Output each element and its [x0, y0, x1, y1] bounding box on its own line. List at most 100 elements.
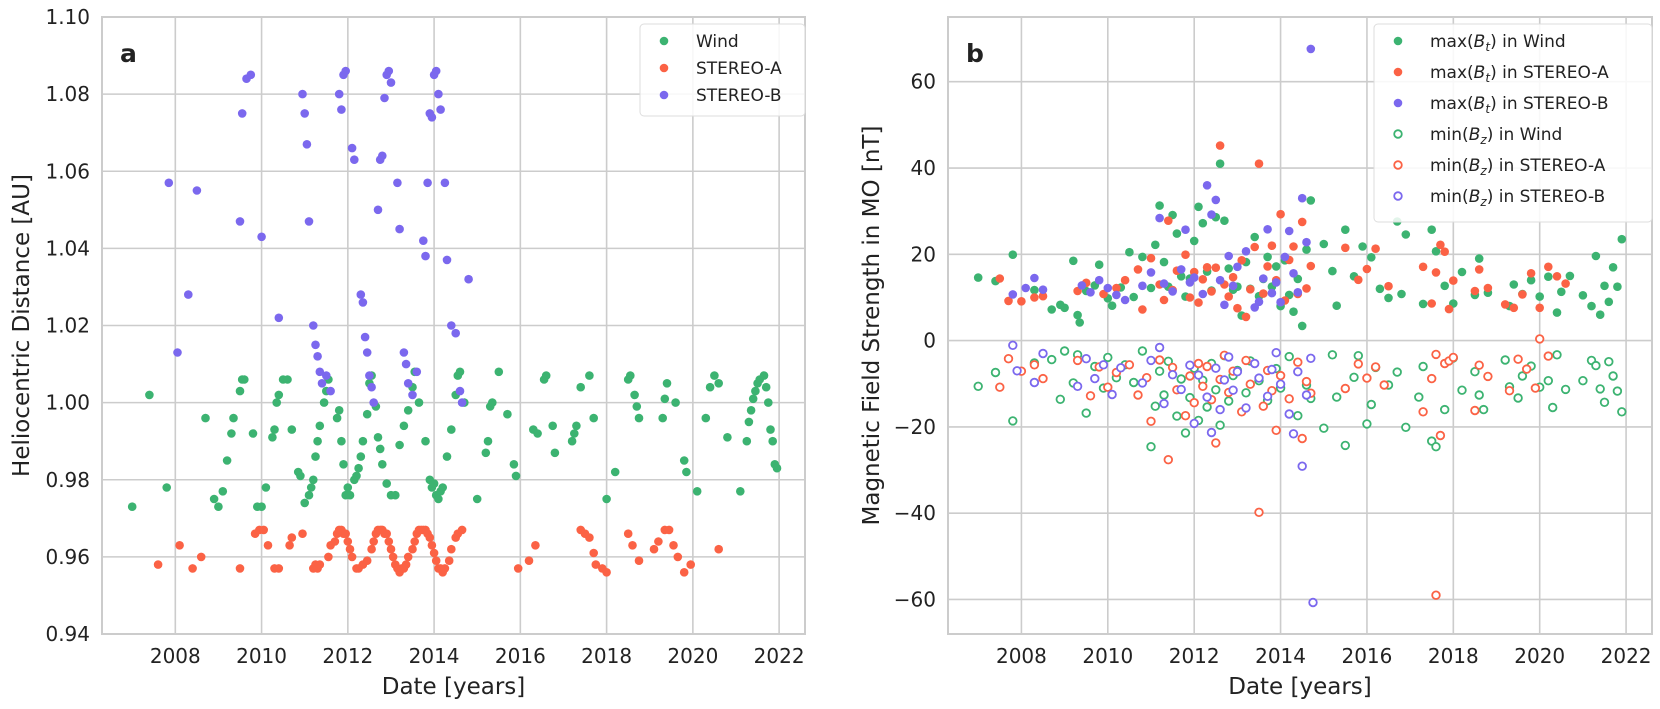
data-point	[343, 483, 353, 492]
data-point	[632, 402, 642, 411]
data-point	[714, 379, 723, 388]
data-point	[1431, 349, 1441, 360]
data-point	[679, 568, 689, 577]
data-point	[1297, 461, 1307, 471]
data-point	[682, 467, 691, 477]
data-point	[1297, 321, 1307, 331]
data-point	[1137, 346, 1148, 356]
legend-item-stereo-a: STEREO-A	[659, 59, 782, 79]
data-point	[369, 537, 379, 546]
data-point	[1504, 386, 1515, 396]
data-point	[531, 541, 540, 550]
data-point	[1500, 300, 1510, 309]
data-point	[347, 552, 357, 562]
data-point	[367, 544, 376, 554]
data-point	[1327, 350, 1338, 360]
data-point	[1470, 286, 1480, 296]
data-point	[1595, 384, 1605, 394]
data-point	[589, 413, 598, 423]
data-point	[401, 359, 411, 369]
data-point	[1561, 279, 1570, 288]
data-point	[736, 487, 745, 496]
data-point	[1362, 419, 1372, 429]
data-point	[1509, 303, 1519, 313]
data-point	[1591, 360, 1601, 371]
data-point	[259, 525, 269, 535]
data-point	[1418, 262, 1428, 272]
data-point	[367, 382, 376, 392]
data-point	[347, 143, 357, 153]
data-point	[1055, 394, 1065, 404]
data-point	[1159, 295, 1169, 305]
data-point	[401, 560, 411, 569]
data-point	[358, 436, 368, 446]
data-point	[427, 541, 437, 550]
data-point	[1534, 334, 1545, 344]
data-point	[1081, 408, 1091, 418]
data-point	[1276, 209, 1285, 219]
data-point	[1151, 240, 1160, 250]
data-point	[744, 417, 754, 427]
data-point	[272, 398, 282, 407]
data-point	[742, 436, 752, 446]
data-point	[309, 475, 318, 485]
data-point	[509, 460, 519, 469]
data-point	[1332, 301, 1341, 311]
data-point	[358, 298, 368, 307]
x-tick-label: 2022	[754, 644, 805, 668]
data-point	[1513, 393, 1523, 403]
data-point	[679, 456, 689, 465]
legend-marker	[659, 63, 669, 73]
data-point	[1379, 380, 1389, 390]
data-point	[1215, 275, 1225, 285]
data-point	[403, 406, 413, 415]
series-stereo-a	[153, 525, 723, 577]
data-point	[440, 178, 450, 188]
data-point	[334, 406, 344, 415]
data-point	[153, 560, 163, 569]
data-point	[1306, 353, 1316, 363]
data-point	[444, 556, 454, 565]
data-point	[701, 413, 711, 423]
data-point	[1293, 288, 1303, 297]
y-tick-label: 0	[923, 329, 936, 353]
data-point	[302, 140, 312, 149]
data-point	[311, 452, 320, 461]
data-point	[296, 471, 305, 481]
data-point	[345, 544, 355, 554]
y-axis-label: Heliocentric Distance [AU]	[9, 174, 35, 477]
data-point	[1474, 360, 1484, 370]
data-point	[337, 105, 346, 114]
data-point	[1509, 280, 1519, 289]
data-point	[1211, 438, 1221, 448]
y-tick-label: 0.98	[45, 468, 90, 492]
data-point	[1449, 276, 1458, 285]
data-point	[341, 66, 351, 76]
data-point	[1060, 303, 1069, 313]
data-point	[1474, 390, 1484, 400]
data-point	[623, 529, 633, 538]
data-point	[326, 386, 335, 396]
data-point	[1483, 371, 1493, 382]
data-point	[1129, 292, 1138, 302]
data-point	[628, 541, 637, 550]
data-point	[375, 444, 385, 454]
data-point	[1137, 378, 1148, 388]
data-point	[714, 544, 723, 554]
data-point	[1271, 278, 1281, 287]
data-point	[434, 494, 443, 504]
data-point	[227, 429, 236, 438]
data-point	[1552, 308, 1562, 317]
data-point	[1349, 372, 1359, 382]
data-point	[1193, 358, 1204, 369]
panel-a-scatter-heliocentric-distance: 2008 2010 2012 2014 2016 2018 2020 2022 0.94 0.96…	[9, 5, 806, 700]
data-point	[360, 332, 370, 342]
data-point	[408, 544, 417, 554]
data-point	[1146, 253, 1156, 263]
y-tick-label: 1.04	[45, 236, 90, 260]
data-point	[1263, 252, 1272, 262]
data-point	[1077, 281, 1087, 290]
data-point	[127, 502, 137, 512]
data-point	[1241, 312, 1251, 322]
data-point	[201, 413, 210, 423]
